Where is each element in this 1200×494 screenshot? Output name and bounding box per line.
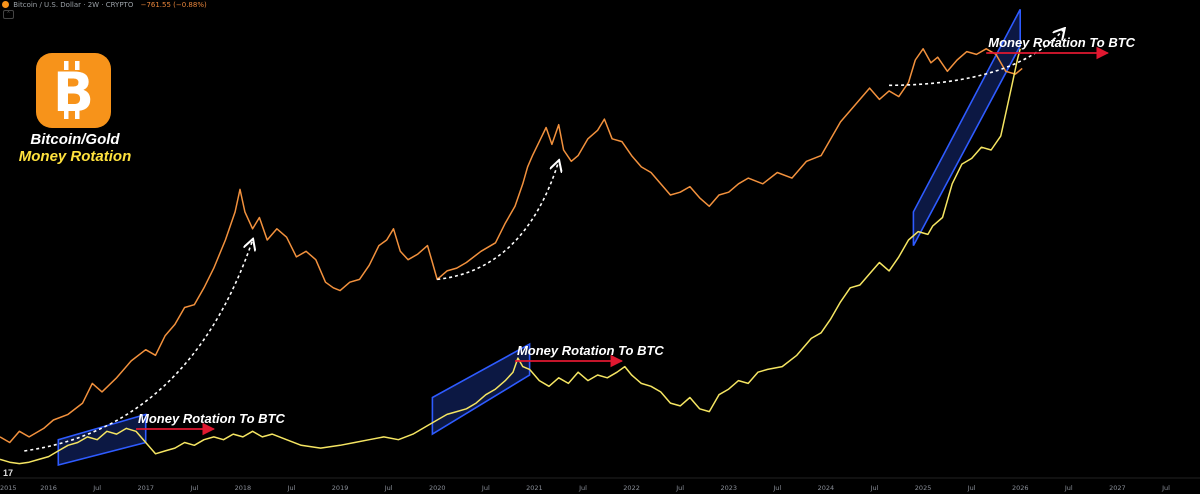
bitcoin-dot-icon (2, 1, 9, 8)
x-tick-label: Jul (1064, 484, 1073, 492)
x-tick-label: Jul (675, 484, 684, 492)
trend-channel-3 (912, 9, 1022, 246)
annotation-layer: Money Rotation To BTC Money Rotation To B… (136, 35, 1136, 436)
x-tick-label: 2027 (1109, 484, 1126, 492)
x-tick-label: 2015 (0, 484, 17, 492)
x-tick-label: 2017 (137, 484, 154, 492)
channel-layer (57, 9, 1022, 467)
x-tick-label: 2025 (915, 484, 932, 492)
projection-arrow-1 (24, 240, 252, 452)
x-tick-label: 2021 (526, 484, 543, 492)
x-tick-label: Jul (189, 484, 198, 492)
x-axis: 2015 2016 Jul 2017 Jul 2018 Jul 2019 Jul 2020 Jul 2… (0, 477, 1200, 492)
series-line-btc-usd (0, 48, 1023, 444)
x-tick-label: 2026 (1012, 484, 1029, 492)
bitcoin-logo-icon: B (36, 53, 111, 128)
x-tick-label: 2018 (235, 484, 252, 492)
brand-title: Bitcoin/Gold (30, 131, 120, 148)
tradingview-logo-icon[interactable]: 17 (3, 468, 14, 478)
symbol-header[interactable]: Bitcoin / U.S. Dollar · 2W · CRYPTO −761… (2, 1, 207, 9)
annotation-label-3: Money Rotation To BTC (988, 35, 1135, 50)
symbol-line: Bitcoin / U.S. Dollar · 2W · CRYPTO (13, 1, 134, 9)
trend-channel-2 (431, 342, 531, 436)
projection-arrow-3 (889, 29, 1064, 87)
collapse-legend-icon[interactable]: ⌃ (3, 10, 14, 19)
x-tick-label: 2022 (623, 484, 640, 492)
x-tick-label: Jul (967, 484, 976, 492)
annotation-label-1: Money Rotation To BTC (138, 411, 285, 426)
projection-arrow-2 (437, 161, 558, 281)
brand-subtitle: Money Rotation (18, 148, 132, 165)
x-tick-label: 2016 (40, 484, 57, 492)
x-tick-label: Jul (384, 484, 393, 492)
x-tick-label: 2020 (429, 484, 446, 492)
x-tick-label: Jul (578, 484, 587, 492)
trend-channel-1 (57, 413, 147, 467)
x-tick-label: Jul (92, 484, 101, 492)
x-tick-label: 2019 (332, 484, 349, 492)
x-tick-label: Jul (772, 484, 781, 492)
x-tick-label: Jul (287, 484, 296, 492)
svg-text:B: B (53, 61, 94, 124)
x-tick-label: Jul (481, 484, 490, 492)
series-layer (0, 48, 1023, 465)
x-tick-label: 2024 (818, 484, 835, 492)
x-tick-label: Jul (870, 484, 879, 492)
series-line-btc-gold (0, 48, 1021, 465)
price-change: −761.55 (−0.88%) (140, 1, 207, 9)
x-tick-label: Jul (1161, 484, 1170, 492)
annotation-label-2: Money Rotation To BTC (517, 343, 664, 358)
arrow-layer (24, 29, 1064, 452)
x-tick-label: 2023 (720, 484, 737, 492)
